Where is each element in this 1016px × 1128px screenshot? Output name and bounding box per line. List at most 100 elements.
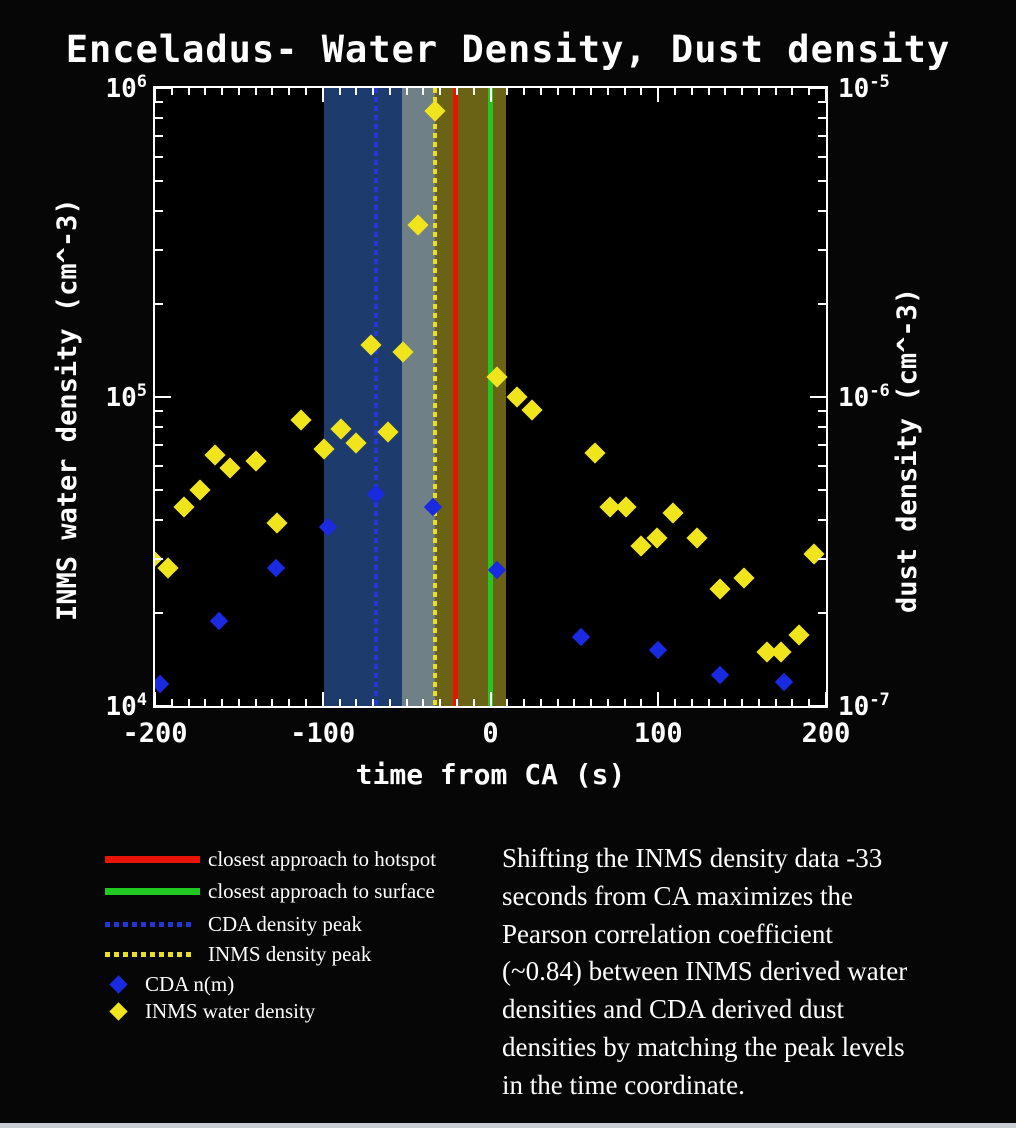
- y-minor-tick: [818, 557, 826, 560]
- chart-title: Enceladus- Water Density, Dust density: [65, 28, 951, 71]
- x-minor-tick: [590, 699, 593, 706]
- y-minor-tick: [155, 611, 163, 614]
- x-minor-tick: [388, 88, 391, 95]
- inms-water-density-point: [172, 496, 195, 518]
- y-major-tick: [810, 88, 826, 89]
- cda-n-m--point: [711, 665, 730, 685]
- x-minor-tick: [556, 88, 559, 95]
- x-minor-tick: [808, 699, 811, 706]
- x-minor-tick: [690, 88, 693, 95]
- inms-water-density-point: [686, 527, 708, 549]
- window-edge-strip: [0, 1123, 1016, 1128]
- x-tick-label: -200: [122, 718, 188, 749]
- x-minor-tick: [271, 88, 274, 95]
- x-minor-tick: [170, 88, 173, 95]
- x-minor-tick: [523, 88, 526, 95]
- y-minor-tick: [155, 464, 163, 467]
- legend-swatch-diamond: [109, 1001, 128, 1021]
- x-major-tick: [489, 88, 492, 102]
- x-minor-tick: [757, 88, 760, 95]
- legend-swatch-dotted-line: [105, 921, 195, 927]
- x-major-tick: [155, 88, 156, 102]
- inms-density-peak-line: [433, 88, 438, 706]
- y-minor-tick: [155, 116, 163, 119]
- x-minor-tick: [237, 88, 240, 95]
- x-minor-tick: [506, 699, 509, 706]
- legend-label: INMS water density: [145, 998, 316, 1023]
- legend-swatch-diamond: [109, 974, 128, 994]
- x-minor-tick: [221, 88, 224, 95]
- y-major-tick: [810, 396, 826, 398]
- legend-label: CDA n(m): [145, 971, 235, 996]
- y-minor-tick: [818, 101, 826, 104]
- x-minor-tick: [422, 699, 425, 706]
- x-minor-tick: [304, 88, 307, 95]
- x-major-tick: [657, 88, 660, 102]
- inms-water-density-point: [266, 512, 289, 534]
- cda-n-m--point: [155, 674, 170, 693]
- x-minor-tick: [774, 699, 777, 706]
- inms-water-density-point: [733, 567, 755, 589]
- x-minor-tick: [422, 88, 425, 95]
- x-minor-tick: [640, 699, 643, 706]
- y-minor-tick: [155, 410, 163, 413]
- blue-band: [324, 88, 402, 706]
- x-tick-label: 200: [801, 718, 851, 749]
- x-minor-tick: [523, 699, 526, 706]
- annotation-text: Shifting the INMS density data -33 secon…: [502, 843, 908, 1100]
- legend-swatch-solid-line: [105, 887, 200, 895]
- x-major-tick: [155, 692, 156, 706]
- x-minor-tick: [707, 699, 710, 706]
- x-minor-tick: [170, 699, 173, 706]
- y-minor-tick: [818, 425, 826, 428]
- y-minor-tick: [818, 116, 826, 119]
- x-minor-tick: [254, 88, 257, 95]
- olive-band: [435, 88, 506, 706]
- x-minor-tick: [455, 699, 458, 706]
- left-y-tick-label: 106: [105, 72, 147, 104]
- x-minor-tick: [237, 699, 240, 706]
- legend-label: CDA density peak: [208, 911, 362, 936]
- y-major-tick: [155, 88, 171, 89]
- y-minor-tick: [155, 155, 163, 158]
- x-minor-tick: [254, 699, 257, 706]
- y-minor-tick: [155, 209, 163, 212]
- y-major-tick: [155, 705, 171, 706]
- x-major-tick: [321, 88, 324, 102]
- x-minor-tick: [372, 699, 375, 706]
- x-minor-tick: [674, 88, 677, 95]
- y-minor-tick: [818, 518, 826, 521]
- y-major-tick: [155, 396, 171, 398]
- x-minor-tick: [439, 88, 442, 95]
- x-major-tick: [657, 692, 660, 706]
- x-minor-tick: [539, 88, 542, 95]
- x-minor-tick: [288, 699, 291, 706]
- y-minor-tick: [155, 101, 163, 104]
- right-y-tick-label: 10-5: [838, 72, 890, 104]
- inms-water-density-point: [788, 624, 810, 646]
- x-minor-tick: [724, 699, 727, 706]
- x-minor-tick: [808, 88, 811, 95]
- x-tick-label: 100: [633, 718, 683, 749]
- x-minor-tick: [288, 88, 291, 95]
- x-minor-tick: [187, 699, 190, 706]
- cda-density-peak-line: [374, 88, 379, 706]
- legend-item: INMS density peak: [105, 940, 371, 968]
- x-minor-tick: [606, 88, 609, 95]
- y-minor-tick: [818, 248, 826, 251]
- y-minor-tick: [818, 443, 826, 446]
- x-minor-tick: [405, 88, 408, 95]
- y-minor-tick: [818, 410, 826, 413]
- inms-water-density-point: [615, 496, 637, 518]
- y-minor-tick: [818, 302, 826, 305]
- y-minor-tick: [155, 180, 163, 183]
- x-minor-tick: [338, 88, 341, 95]
- x-minor-tick: [506, 88, 509, 95]
- x-minor-tick: [623, 88, 626, 95]
- x-minor-tick: [372, 88, 375, 95]
- y-minor-tick: [818, 155, 826, 158]
- closest-approach-surface-line: [488, 88, 493, 706]
- legend-label: closest approach to hotspot: [208, 846, 437, 871]
- x-axis-title: time from CA (s): [355, 758, 626, 791]
